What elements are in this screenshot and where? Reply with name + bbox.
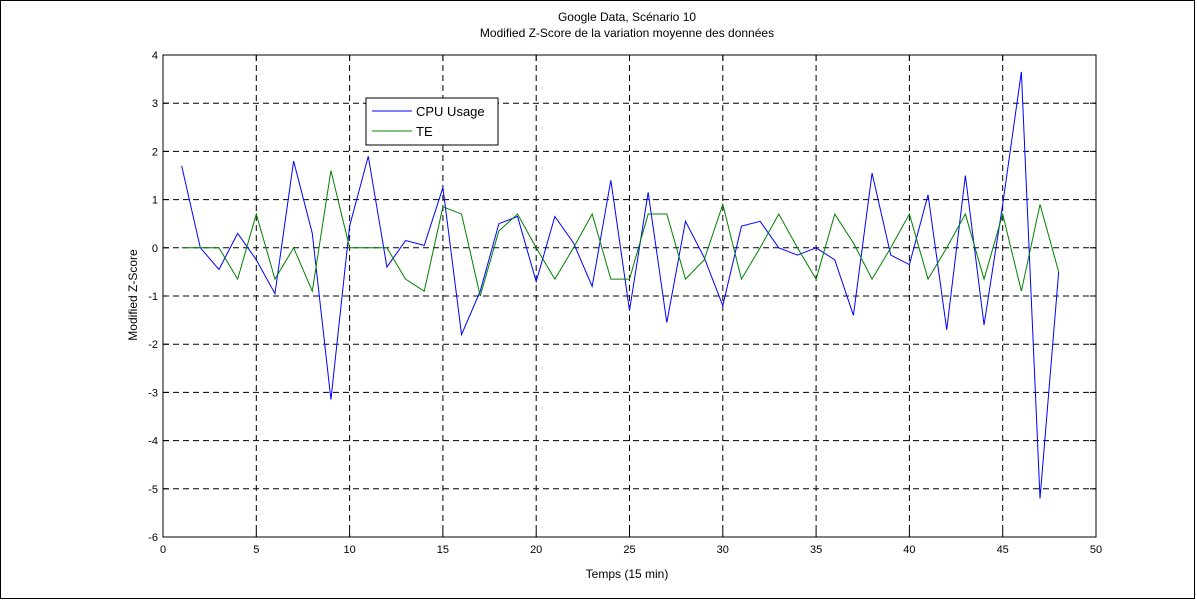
y-tick-label: -2 (148, 339, 158, 351)
x-tick-label: 45 (997, 544, 1009, 556)
y-tick-label: 1 (152, 195, 158, 207)
series-line-cpu-usage (181, 71, 1060, 499)
x-tick-label: 30 (717, 544, 729, 556)
legend-label: CPU Usage (416, 104, 485, 119)
chart-subtitle: Modified Z-Score de la variation moyenne… (480, 26, 774, 40)
x-tick-label: 20 (530, 544, 542, 556)
series-line-te (181, 170, 1060, 297)
y-tick-label: -4 (148, 436, 158, 448)
chart-title: Google Data, Scénario 10 (558, 10, 696, 24)
y-tick-label: -3 (148, 387, 158, 399)
y-tick-label: -1 (148, 291, 158, 303)
y-axis-label: Modified Z-Score (126, 249, 140, 341)
x-tick-label: 5 (253, 544, 259, 556)
legend-label: TE (416, 124, 433, 139)
x-tick-label: 15 (437, 544, 449, 556)
y-tick-label: 3 (152, 98, 158, 110)
x-tick-label: 35 (810, 544, 822, 556)
x-axis-label: Temps (15 min) (586, 567, 669, 581)
y-tick-label: 4 (152, 50, 158, 62)
x-tick-label: 25 (623, 544, 635, 556)
y-tick-label: 2 (152, 146, 158, 158)
x-tick-label: 40 (903, 544, 915, 556)
legend-box (365, 97, 499, 146)
x-tick-label: 10 (343, 544, 355, 556)
y-tick-label: -6 (148, 532, 158, 544)
legend: CPU Usage TE (365, 97, 499, 146)
x-tick-label: 0 (160, 544, 166, 556)
y-tick-label: 0 (152, 243, 158, 255)
y-tick-label: -5 (148, 484, 158, 496)
x-tick-label: 50 (1090, 544, 1102, 556)
